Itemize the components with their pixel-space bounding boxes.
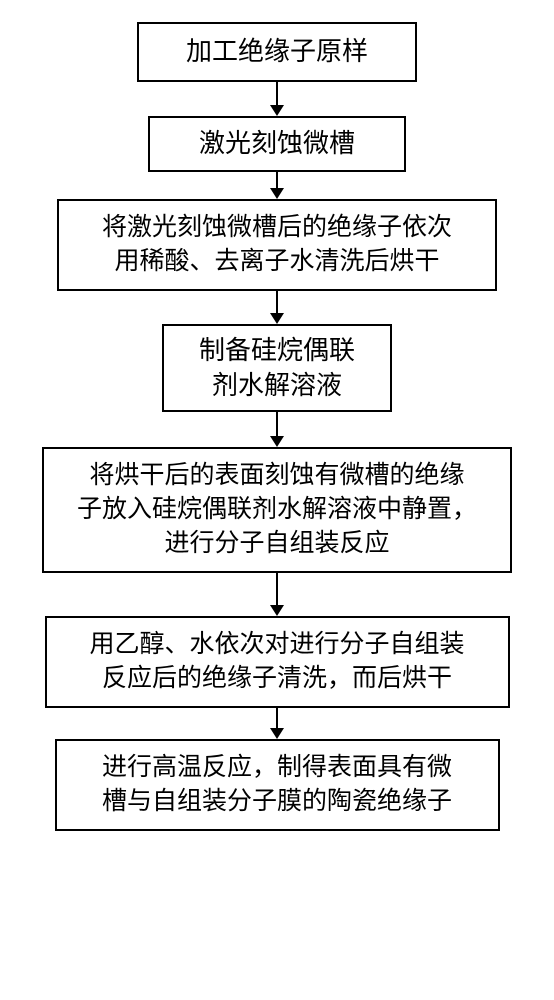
flow-node-n7: 进行高温反应，制得表面具有微槽与自组装分子膜的陶瓷绝缘子 (55, 739, 500, 831)
flow-node-text: 将烘干后的表面刻蚀有微槽的绝缘子放入硅烷偶联剂水解溶液中静置，进行分子自组装反应 (77, 459, 477, 560)
arrow-head-icon (270, 105, 284, 116)
flow-arrow (270, 708, 284, 739)
flow-node-text: 加工绝缘子原样 (186, 34, 368, 69)
flow-arrow (270, 573, 284, 616)
arrow-line (276, 172, 278, 189)
flowchart-container: 加工绝缘子原样激光刻蚀微槽将激光刻蚀微槽后的绝缘子依次用稀酸、去离子水清洗后烘干… (0, 0, 554, 831)
arrow-line (276, 708, 278, 729)
arrow-line (276, 573, 278, 606)
flow-node-n5: 将烘干后的表面刻蚀有微槽的绝缘子放入硅烷偶联剂水解溶液中静置，进行分子自组装反应 (42, 447, 512, 573)
flow-arrow (270, 412, 284, 447)
flow-node-text: 用乙醇、水依次对进行分子自组装反应后的绝缘子清洗，而后烘干 (89, 628, 464, 696)
flow-node-n2: 激光刻蚀微槽 (148, 116, 406, 172)
flow-node-text: 激光刻蚀微槽 (199, 126, 355, 161)
arrow-head-icon (270, 436, 284, 447)
flow-node-n3: 将激光刻蚀微槽后的绝缘子依次用稀酸、去离子水清洗后烘干 (57, 199, 497, 291)
flow-node-n1: 加工绝缘子原样 (137, 22, 417, 82)
flow-node-n6: 用乙醇、水依次对进行分子自组装反应后的绝缘子清洗，而后烘干 (45, 616, 510, 708)
flow-node-n4: 制备硅烷偶联剂水解溶液 (162, 324, 392, 412)
arrow-line (276, 82, 278, 106)
arrow-head-icon (270, 605, 284, 616)
flow-node-text: 进行高温反应，制得表面具有微槽与自组装分子膜的陶瓷绝缘子 (102, 751, 452, 819)
arrow-line (276, 291, 278, 314)
flow-arrow (270, 82, 284, 116)
flow-node-text: 将激光刻蚀微槽后的绝缘子依次用稀酸、去离子水清洗后烘干 (102, 211, 452, 279)
flow-arrow (270, 172, 284, 199)
flow-arrow (270, 291, 284, 324)
arrow-line (276, 412, 278, 437)
arrow-head-icon (270, 728, 284, 739)
arrow-head-icon (270, 313, 284, 324)
flow-node-text: 制备硅烷偶联剂水解溶液 (199, 333, 355, 403)
arrow-head-icon (270, 188, 284, 199)
